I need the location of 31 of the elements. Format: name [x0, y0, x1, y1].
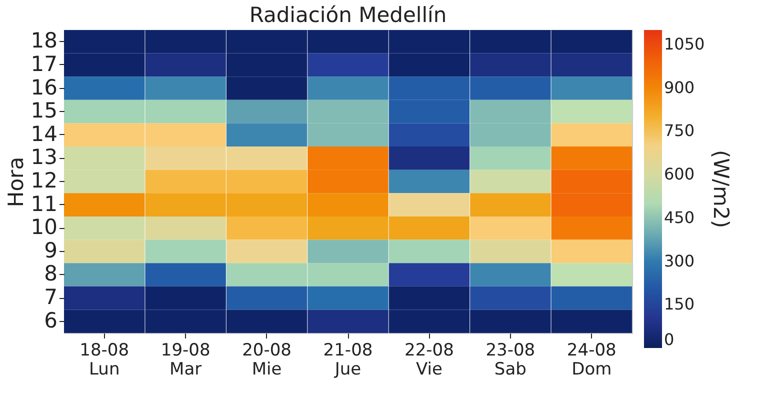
y-tick-label: 13	[30, 145, 58, 170]
color-bar-label: 150	[664, 294, 695, 314]
x-tick-label: 21-08 Jue	[323, 340, 373, 380]
color-bar-label: 600	[664, 164, 695, 184]
color-bar-label: 900	[664, 78, 695, 97]
y-tick-label: 15	[30, 98, 58, 123]
color-bar-label: 0	[664, 330, 674, 349]
color-bar-title: (W/m2)	[709, 150, 733, 228]
color-bar-label: 450	[664, 208, 695, 227]
y-tick-label: 10	[30, 215, 58, 240]
y-tick-label: 9	[44, 238, 58, 262]
x-tick-label: 19-08 Mar	[160, 340, 210, 380]
x-tick-label: 22-08 Vie	[404, 340, 454, 380]
color-bar-label: 1050	[664, 34, 705, 54]
x-tick-label: 23-08 Sab	[486, 340, 536, 380]
chart-title: Radiación Medellín	[249, 3, 447, 27]
y-tick-label: 16	[30, 75, 58, 100]
y-tick-label: 7	[44, 285, 58, 310]
y-axis-title: Hora	[4, 156, 28, 208]
y-tick-label: 12	[30, 168, 58, 192]
x-tick-label: 20-08 Mie	[242, 340, 292, 380]
x-tick-label: 18-08 Lun	[80, 340, 130, 380]
y-tick-label: 8	[44, 262, 58, 286]
color-bar-label: 300	[664, 251, 695, 270]
y-tick-label: 17	[30, 52, 58, 76]
y-tick-label: 6	[44, 308, 58, 332]
color-bar-label: 750	[664, 121, 695, 140]
y-tick-label: 14	[30, 122, 58, 146]
y-tick-label: 11	[30, 192, 58, 216]
x-tick-label: 24-08 Dom	[566, 340, 616, 380]
y-tick-label: 18	[30, 28, 58, 53]
